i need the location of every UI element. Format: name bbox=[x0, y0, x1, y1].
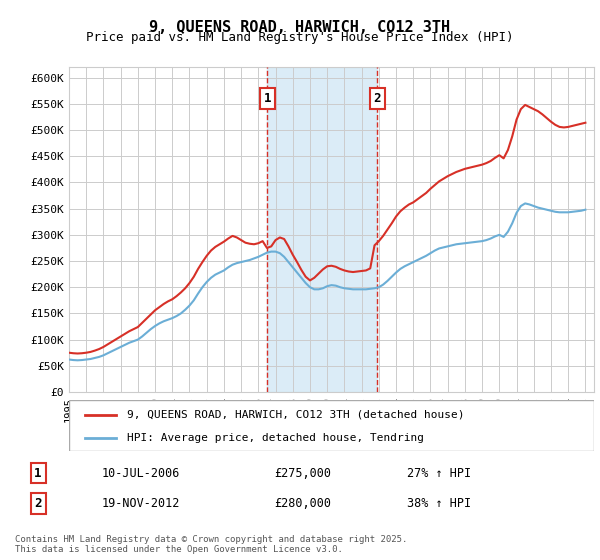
Text: 19-NOV-2012: 19-NOV-2012 bbox=[101, 497, 180, 510]
Text: 1: 1 bbox=[34, 466, 42, 479]
Text: HPI: Average price, detached house, Tendring: HPI: Average price, detached house, Tend… bbox=[127, 433, 424, 443]
Text: 9, QUEENS ROAD, HARWICH, CO12 3TH (detached house): 9, QUEENS ROAD, HARWICH, CO12 3TH (detac… bbox=[127, 409, 464, 419]
Text: 9, QUEENS ROAD, HARWICH, CO12 3TH: 9, QUEENS ROAD, HARWICH, CO12 3TH bbox=[149, 20, 451, 35]
Text: 38% ↑ HPI: 38% ↑ HPI bbox=[407, 497, 471, 510]
Text: Price paid vs. HM Land Registry's House Price Index (HPI): Price paid vs. HM Land Registry's House … bbox=[86, 31, 514, 44]
FancyBboxPatch shape bbox=[69, 400, 594, 451]
Text: £275,000: £275,000 bbox=[274, 466, 331, 479]
Text: 10-JUL-2006: 10-JUL-2006 bbox=[101, 466, 180, 479]
Text: £280,000: £280,000 bbox=[274, 497, 331, 510]
Text: 2: 2 bbox=[34, 497, 42, 510]
Text: 2: 2 bbox=[373, 92, 381, 105]
Text: 27% ↑ HPI: 27% ↑ HPI bbox=[407, 466, 471, 479]
Bar bbox=[268, 67, 377, 392]
Text: Contains HM Land Registry data © Crown copyright and database right 2025.
This d: Contains HM Land Registry data © Crown c… bbox=[15, 535, 407, 554]
Text: 1: 1 bbox=[264, 92, 271, 105]
